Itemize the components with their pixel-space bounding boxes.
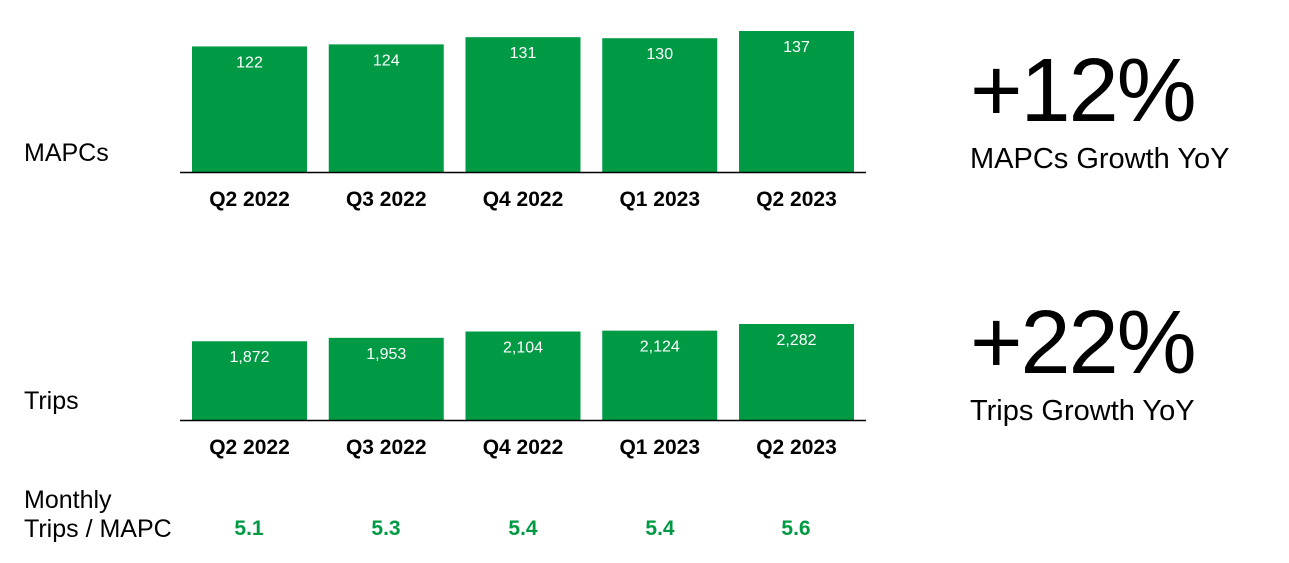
category-label: Q1 2023: [619, 436, 700, 459]
trips-chart: 1,872 Q2 2022 1,953 Q3 2022 2,104 Q4 2022 2,12…: [180, 316, 870, 468]
ratio-label-line2: Trips / MAPC: [24, 515, 172, 543]
ratio-value: 5.4: [508, 517, 538, 540]
bar: [739, 31, 854, 172]
category-label: Q4 2022: [483, 436, 564, 459]
ratio-value: 5.4: [645, 517, 675, 540]
ratio-value: 5.6: [781, 517, 811, 540]
bar: [602, 38, 718, 173]
bar-value-label: 130: [646, 46, 673, 63]
category-label: Q3 2022: [346, 188, 427, 211]
trips-growth-value: +22%: [970, 293, 1197, 393]
bar-value-label: 2,124: [640, 339, 680, 356]
category-label: Q2 2023: [756, 436, 837, 459]
category-label: Q4 2022: [483, 188, 564, 211]
category-label: Q1 2023: [619, 188, 700, 211]
bar-value-label: 122: [236, 54, 263, 71]
bar: [465, 37, 581, 172]
bar: [602, 330, 718, 420]
bar-value-label: 137: [783, 39, 810, 56]
bar-value-label: 131: [510, 45, 537, 62]
bar: [465, 331, 581, 420]
bar-value-label: 124: [373, 52, 400, 69]
category-label: Q3 2022: [346, 436, 427, 459]
bar: [192, 46, 307, 172]
bar: [328, 337, 444, 420]
ratio-value: 5.3: [371, 517, 401, 540]
mapcs-growth-caption: MAPCs Growth YoY: [970, 143, 1230, 175]
bar-value-label: 2,104: [503, 339, 543, 356]
mapcs-growth-value: +12%: [970, 41, 1197, 141]
ratio-row-label: Monthly Trips / MAPC: [24, 486, 172, 544]
mapcs-kpi: +12% MAPCs Growth YoY: [970, 46, 1230, 176]
bar-value-label: 2,282: [776, 332, 816, 349]
ratio-value: 5.1: [234, 517, 264, 540]
trips-growth-caption: Trips Growth YoY: [970, 395, 1195, 427]
bar-value-label: 1,953: [366, 346, 406, 363]
category-label: Q2 2022: [209, 188, 290, 211]
trips-kpi: +22% Trips Growth YoY: [970, 293, 1197, 428]
category-label: Q2 2022: [209, 436, 290, 459]
bar: [192, 341, 307, 420]
trips-row-label: Trips: [24, 387, 79, 415]
mapcs-row-label: MAPCs: [24, 139, 109, 167]
category-label: Q2 2023: [756, 188, 837, 211]
bar-value-label: 1,872: [229, 349, 269, 366]
bar: [328, 44, 444, 172]
bar: [739, 324, 854, 420]
mapcs-bar-chart: 122 Q2 2022 124 Q3 2022 131 Q4 2022 130 Q1 2023…: [180, 31, 866, 211]
trips-bar-chart: 1,872 Q2 2022 1,953 Q3 2022 2,104 Q4 2022 2,12…: [180, 324, 866, 459]
ratio-label-line1: Monthly: [24, 486, 112, 514]
mapcs-chart: 122 Q2 2022 124 Q3 2022 131 Q4 2022 130 Q1 2023…: [180, 24, 870, 219]
